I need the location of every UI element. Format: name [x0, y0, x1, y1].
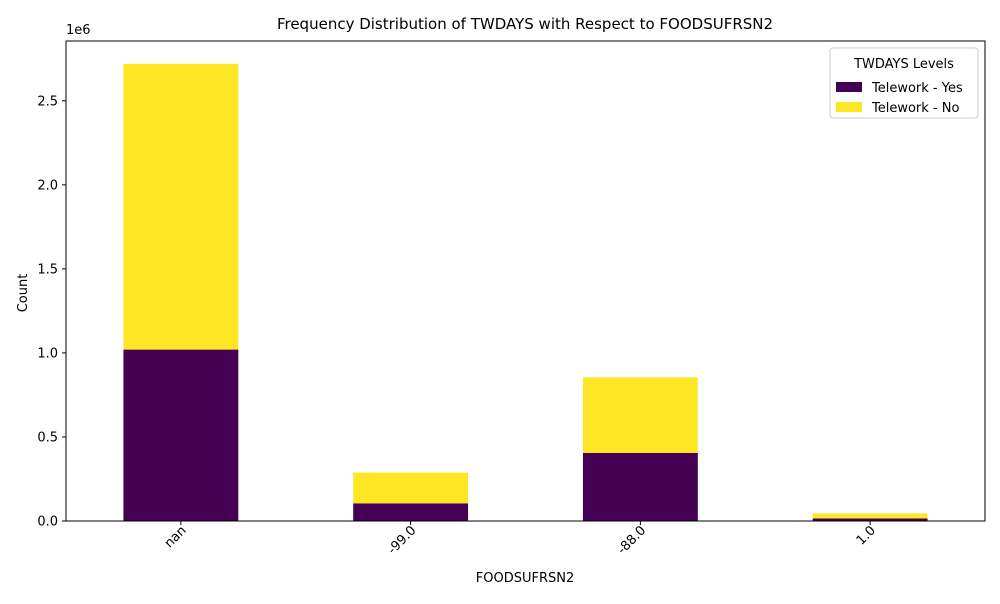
y-tick-label: 1.5 — [37, 262, 58, 277]
legend-label-no: Telework - No — [871, 101, 959, 116]
bar-segment-yes-1 — [353, 503, 469, 521]
chart-title: Frequency Distribution of TWDAYS with Re… — [277, 15, 773, 33]
x-tick-label: nan — [162, 523, 190, 551]
bar-segment-no-1 — [353, 472, 469, 504]
legend-title: TWDAYS Levels — [853, 57, 954, 72]
bar-segment-no-0 — [123, 63, 239, 350]
x-tick-label: -88.0 — [615, 523, 649, 557]
plot-area-frame — [65, 40, 986, 522]
x-tick-label: -99.0 — [385, 523, 419, 557]
bars-layer — [123, 63, 928, 521]
y-tick-label: 2.0 — [37, 178, 58, 193]
bar-segment-no-2 — [582, 377, 698, 453]
legend-swatch-yes — [836, 82, 862, 92]
bar-segment-yes-0 — [123, 349, 239, 521]
y-tick-label: 2.5 — [37, 94, 58, 109]
bar-segment-yes-3 — [812, 518, 928, 521]
legend-swatch-no — [836, 102, 862, 112]
y-tick-label: 1.0 — [37, 346, 58, 361]
y-tick-label: 0.5 — [37, 430, 58, 445]
x-axis-ticks: nan -99.0 -88.0 1.0 — [162, 521, 879, 558]
x-axis-label: FOODSUFRSN2 — [476, 571, 574, 586]
y-axis-ticks: 0.0 0.5 1.0 1.5 2.0 2.5 — [37, 94, 66, 530]
legend-label-yes: Telework - Yes — [871, 81, 963, 96]
bar-segment-no-3 — [812, 513, 928, 519]
y-axis-offset-label: 1e6 — [66, 23, 91, 38]
legend: TWDAYS Levels Telework - Yes Telework - No — [829, 47, 979, 119]
x-tick-label: 1.0 — [854, 523, 879, 548]
y-axis-label: Count — [16, 274, 31, 313]
y-tick-label: 0.0 — [37, 515, 58, 530]
legend-box — [829, 47, 979, 119]
bar-segment-yes-2 — [582, 452, 698, 521]
